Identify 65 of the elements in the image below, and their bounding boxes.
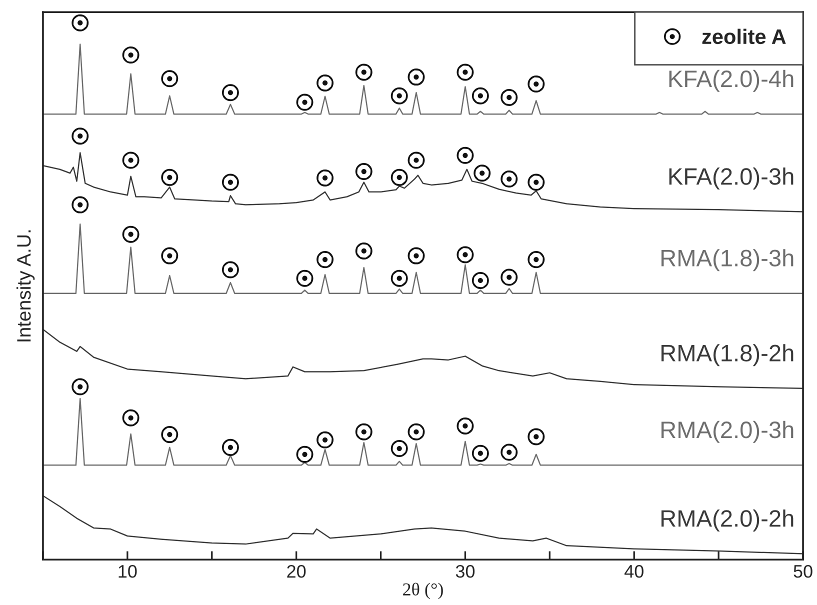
series-label: RMA(1.8)-2h	[662, 344, 794, 366]
point	[500, 444, 518, 461]
point	[456, 146, 474, 164]
point	[528, 76, 545, 93]
point	[222, 261, 239, 278]
y-axis-title: Intensity A.U.	[16, 230, 35, 342]
point	[72, 378, 89, 396]
point	[390, 440, 408, 458]
point	[72, 196, 89, 214]
point	[500, 170, 518, 188]
point	[456, 246, 474, 264]
point	[296, 270, 314, 287]
point	[390, 270, 408, 287]
point	[316, 169, 334, 186]
series-label: RMA(1.8)-3h	[662, 249, 794, 272]
point	[72, 128, 89, 145]
point	[456, 417, 474, 434]
point	[528, 174, 545, 191]
series-label: RMA(2.0)-2h	[662, 509, 794, 532]
point	[408, 68, 425, 86]
x-tick-label: 20	[287, 564, 306, 578]
point	[390, 87, 408, 104]
point	[222, 174, 239, 191]
point	[355, 423, 372, 440]
point	[122, 409, 140, 426]
point	[161, 426, 178, 444]
point	[122, 46, 140, 64]
point	[355, 163, 372, 180]
point	[122, 152, 140, 169]
legend-label: zeolite A	[702, 28, 786, 44]
point	[161, 70, 178, 88]
point	[408, 247, 425, 264]
point	[528, 428, 545, 446]
point	[472, 87, 489, 104]
point	[390, 168, 408, 186]
point	[72, 14, 89, 32]
series-label: RMA(2.0)-3h	[662, 420, 794, 443]
series-label: KFA(2.0)-4h	[669, 70, 794, 92]
point	[161, 168, 178, 186]
series-label: KFA(2.0)-3h	[669, 168, 794, 190]
x-tick-label: 40	[624, 564, 644, 578]
point	[222, 84, 239, 102]
point	[500, 88, 518, 106]
x-tick-label: 50	[794, 564, 812, 578]
x-tick-label: 10	[118, 564, 137, 578]
point	[296, 94, 314, 111]
point	[355, 64, 372, 81]
point	[316, 251, 334, 268]
point	[161, 247, 178, 264]
x-tick-label: 30	[456, 564, 475, 578]
point	[472, 272, 489, 289]
point	[474, 164, 491, 182]
point	[296, 446, 314, 463]
x-axis-title: 2θ (°)	[403, 582, 443, 600]
point	[122, 226, 140, 243]
point	[316, 74, 334, 92]
point	[500, 268, 518, 286]
point	[408, 152, 425, 169]
point	[355, 242, 372, 260]
point	[316, 431, 334, 448]
point	[222, 438, 239, 456]
point	[472, 444, 489, 462]
point	[528, 251, 545, 268]
point	[408, 423, 425, 440]
point	[456, 64, 474, 81]
